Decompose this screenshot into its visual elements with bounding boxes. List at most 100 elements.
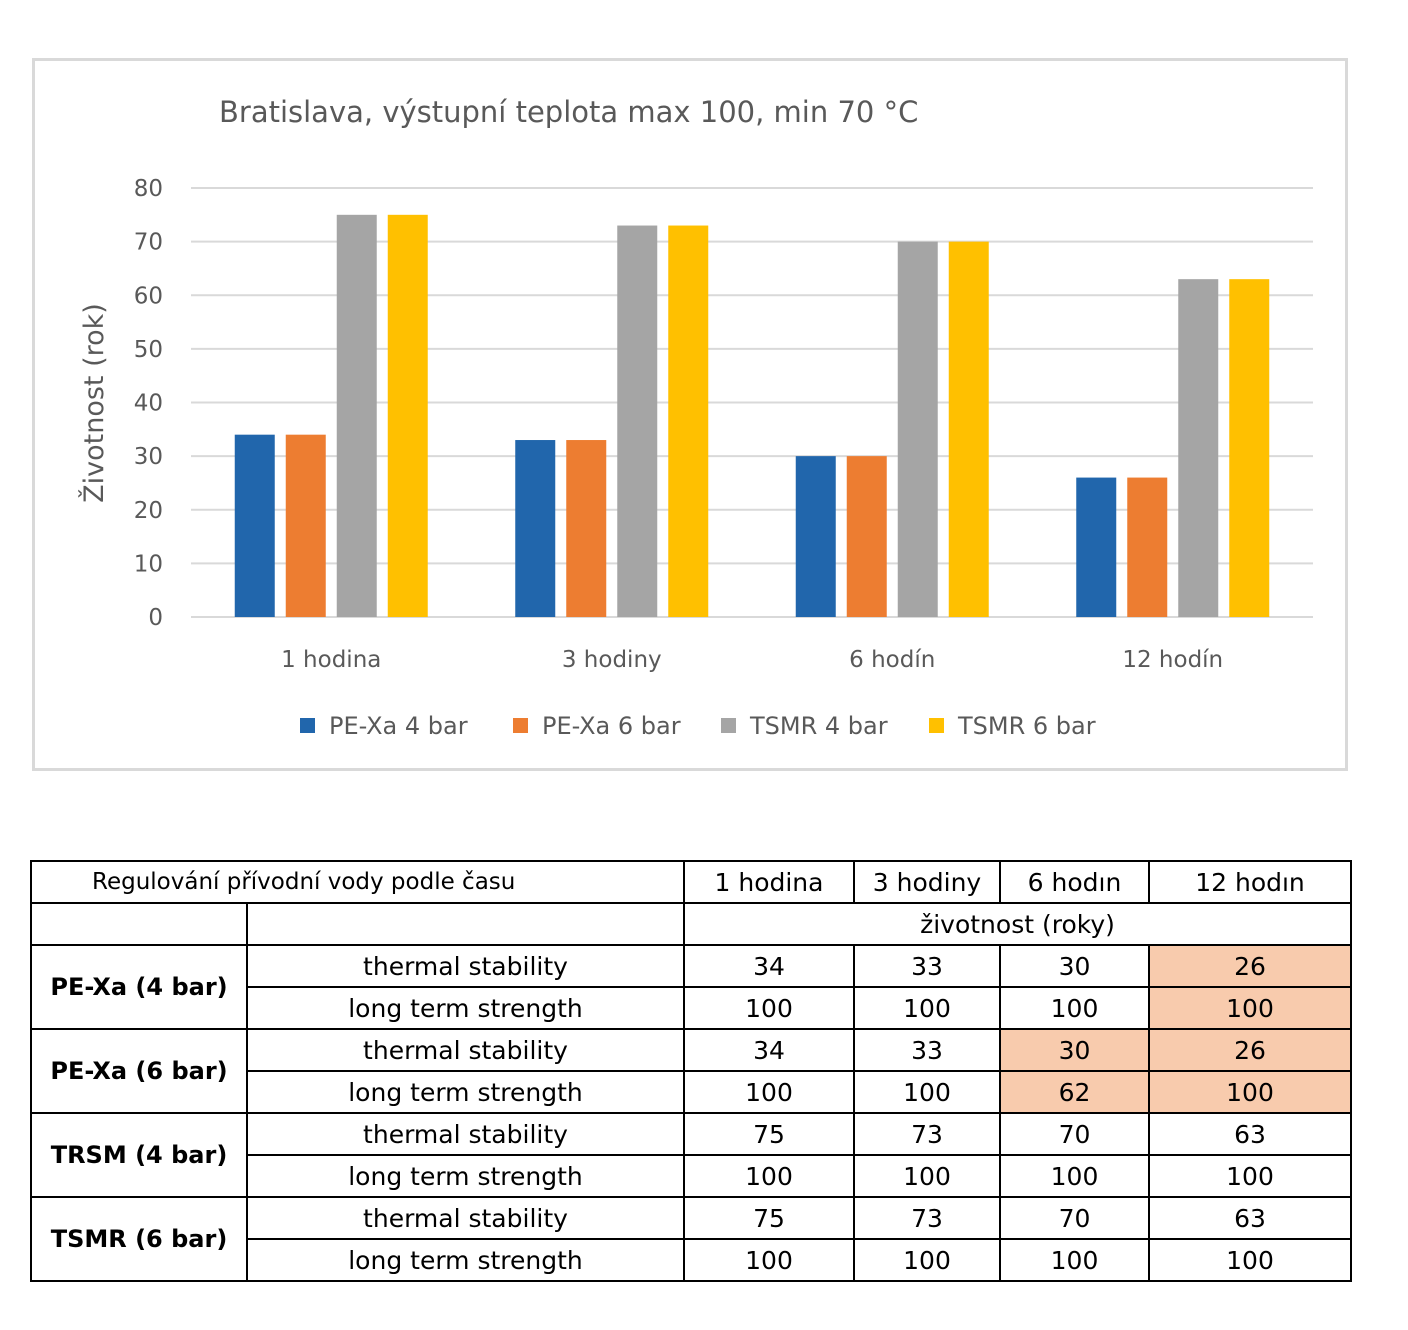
legend: PE-Xa 4 bar PE-Xa 6 bar TSMR 4 bar TSMR 6 b… (300, 712, 1096, 740)
y-tick-label: 20 (134, 498, 163, 524)
legend-label: TSMR 6 bar (957, 712, 1096, 740)
value-cell: 70 (999, 1196, 1150, 1240)
y-tick-label: 70 (134, 230, 163, 256)
bar-tsmr-4-bar-2 (617, 225, 658, 617)
x-category-label: 3 hodiny (562, 647, 662, 673)
col-header-4: 12 hodın (1148, 860, 1352, 904)
legend-swatch (721, 718, 736, 733)
bar-chart: Bratislava, výstupní teplota max 100, mi… (78, 95, 1313, 740)
bar-pe-xa-6-bar-4 (1127, 477, 1168, 617)
table-row: long term strength 100 100 100 100 (31, 986, 1352, 1030)
header-row: Regulování přívodní vody podle času 1 ho… (30, 860, 1352, 904)
table-row: long term strength 100 100 100 100 (31, 1154, 1352, 1198)
value-cell: 26 (1148, 944, 1352, 988)
bar-tsmr-6-bar-2 (668, 225, 709, 617)
value-cell: 73 (853, 1112, 1001, 1156)
x-axis-categories: 1 hodina 3 hodiny 6 hodín 12 hodín (281, 647, 1223, 673)
y-axis-ticks: 0 10 20 30 40 50 60 70 80 (134, 176, 163, 631)
value-cell: 100 (683, 1070, 855, 1114)
bar-pe-xa-4-bar-4 (1076, 477, 1117, 617)
row-label: thermal stability (246, 944, 685, 988)
group-label: TSMR (6 bar) (30, 1196, 248, 1282)
value-cell: 75 (683, 1196, 855, 1240)
legend-label: TSMR 4 bar (749, 712, 888, 740)
value-cell: 70 (999, 1112, 1150, 1156)
value-cell: 100 (853, 1070, 1001, 1114)
value-cell: 100 (999, 1154, 1150, 1198)
row-label: thermal stability (246, 1028, 685, 1072)
row-label: thermal stability (246, 1112, 685, 1156)
y-tick-label: 0 (148, 605, 163, 631)
row-label: thermal stability (246, 1196, 685, 1240)
value-cell: 100 (853, 1238, 1001, 1282)
table-row: PE-Xa (4 bar) thermal stability 34 33 30 26 (30, 944, 1352, 1030)
y-tick-label: 60 (134, 283, 163, 309)
value-cell: 62 (999, 1070, 1150, 1114)
group-label: TRSM (4 bar) (30, 1112, 248, 1198)
value-cell: 100 (1148, 1070, 1352, 1114)
value-cell: 100 (1148, 1154, 1352, 1198)
bar-tsmr-6-bar-3 (948, 241, 989, 617)
gridlines (191, 187, 1313, 618)
value-cell: 100 (999, 986, 1150, 1030)
table-row: long term strength 100 100 62 100 (31, 1070, 1352, 1114)
col-header-2: 3 hodiny (853, 860, 1001, 904)
value-cell: 100 (683, 1154, 855, 1198)
bar-tsmr-6-bar-1 (387, 214, 428, 617)
value-cell: 100 (683, 986, 855, 1030)
empty-cell (246, 902, 685, 946)
bar-tsmr-4-bar-3 (897, 241, 938, 617)
value-cell: 26 (1148, 1028, 1352, 1072)
value-cell: 63 (1148, 1196, 1352, 1240)
bar-tsmr-4-bar-1 (336, 214, 377, 617)
value-cell: 100 (853, 1154, 1001, 1198)
value-cell: 30 (999, 1028, 1150, 1072)
y-axis-title: Životnost (rok) (78, 303, 110, 503)
x-category-label: 1 hodina (281, 647, 381, 673)
legend-swatch (300, 718, 315, 733)
value-cell: 100 (1148, 986, 1352, 1030)
lifetime-table: Regulování přívodní vody podle času 1 ho… (30, 860, 1352, 1282)
bar-pe-xa-4-bar-3 (795, 456, 836, 617)
x-category-label: 6 hodín (849, 647, 935, 673)
value-cell: 75 (683, 1112, 855, 1156)
table-body: Regulování přívodní vody podle času 1 ho… (30, 860, 1352, 1282)
x-category-label: 12 hodín (1122, 647, 1223, 673)
chart-frame: Bratislava, výstupní teplota max 100, mi… (32, 58, 1348, 771)
table-row: PE-Xa (6 bar) thermal stability 34 33 30 26 (30, 1028, 1352, 1114)
table-row: TRSM (4 bar) thermal stability 75 73 70 63 (30, 1112, 1352, 1198)
empty-cell (30, 902, 248, 946)
bar-tsmr-4-bar-4 (1178, 279, 1219, 617)
bar-pe-xa-4-bar-2 (515, 440, 556, 617)
legend-swatch (513, 718, 528, 733)
table-row: TSMR (6 bar) thermal stability 75 73 70 63 (30, 1196, 1352, 1282)
value-cell: 100 (999, 1238, 1150, 1282)
row-label: long term strength (246, 1070, 685, 1114)
unit-header: životnost (roky) (683, 902, 1352, 946)
bar-pe-xa-6-bar-1 (285, 434, 326, 617)
y-tick-label: 30 (134, 444, 163, 470)
value-cell: 33 (853, 944, 1001, 988)
y-tick-label: 50 (134, 337, 163, 363)
y-tick-label: 10 (134, 551, 163, 577)
group-label: PE-Xa (4 bar) (30, 944, 248, 1030)
value-cell: 100 (1148, 1238, 1352, 1282)
group-label: PE-Xa (6 bar) (30, 1028, 248, 1114)
table-caption: Regulování přívodní vody podle času (30, 860, 685, 904)
value-cell: 100 (853, 986, 1001, 1030)
row-label: long term strength (246, 1154, 685, 1198)
bar-tsmr-6-bar-4 (1229, 279, 1270, 617)
bars (234, 214, 1270, 617)
bar-pe-xa-4-bar-1 (234, 434, 275, 617)
col-header-3: 6 hodın (999, 860, 1150, 904)
y-tick-label: 80 (134, 176, 163, 202)
value-cell: 34 (683, 944, 855, 988)
value-cell: 34 (683, 1028, 855, 1072)
chart-title: Bratislava, výstupní teplota max 100, mi… (219, 95, 918, 129)
bar-pe-xa-6-bar-3 (846, 456, 887, 617)
unit-row: životnost (roky) (30, 902, 1352, 946)
legend-label: PE-Xa 4 bar (329, 712, 468, 740)
col-header-1: 1 hodina (683, 860, 855, 904)
legend-swatch (929, 718, 944, 733)
value-cell: 33 (853, 1028, 1001, 1072)
